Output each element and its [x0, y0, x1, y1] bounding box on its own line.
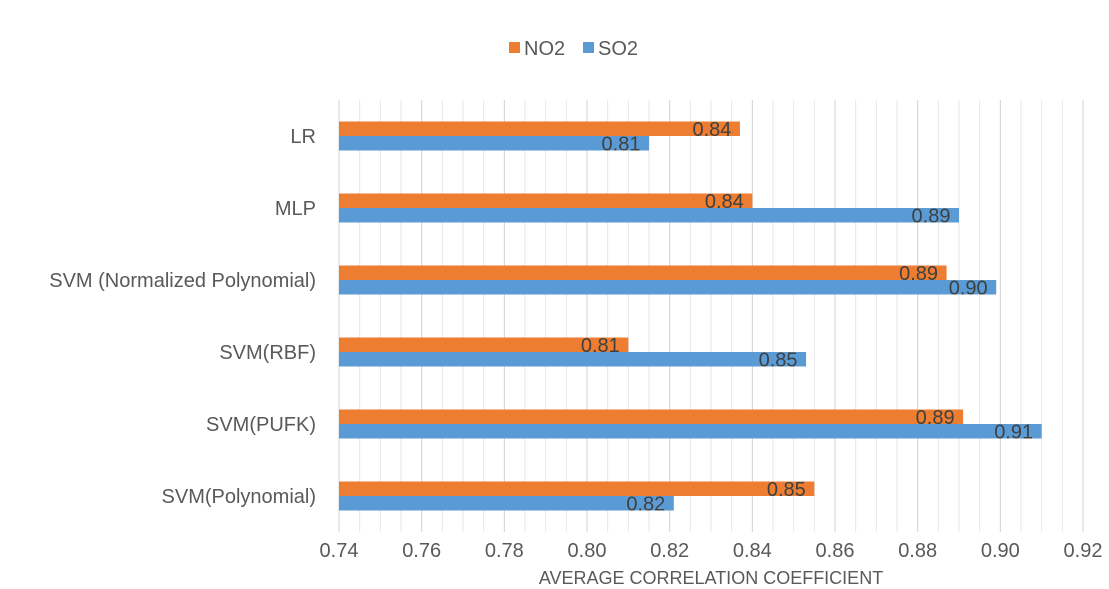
- category-label: LR: [290, 126, 316, 148]
- data-label: 0.85: [759, 349, 798, 371]
- data-labels: 0.84 0.81 0.84 0.89 0.89 0.90 0.81 0.85 0.89 0.91…: [581, 119, 1033, 516]
- bar-no2: [339, 265, 947, 280]
- bar-no2: [339, 337, 629, 352]
- bar-no2: [339, 481, 815, 496]
- data-label: 0.90: [949, 277, 988, 299]
- data-label: 0.91: [994, 421, 1033, 443]
- bar-no2: [339, 121, 740, 136]
- category-label: SVM(Polynomial): [162, 486, 316, 508]
- legend: NO2 SO2: [509, 38, 638, 60]
- legend-swatch: [583, 42, 594, 53]
- x-tick-label: 0.90: [981, 540, 1020, 562]
- x-tick-label: 0.80: [568, 540, 607, 562]
- bar-so2: [339, 424, 1042, 439]
- category-labels: LR MLP SVM (Normalized Polynomial) SVM(RBF)…: [49, 126, 316, 508]
- data-label: 0.84: [705, 191, 744, 213]
- category-label: SVM(RBF): [219, 342, 316, 364]
- gridlines: [338, 100, 1084, 532]
- data-label: 0.82: [626, 493, 665, 515]
- data-label: 0.84: [692, 119, 731, 141]
- data-label: 0.89: [912, 205, 951, 227]
- bars: [339, 121, 1042, 511]
- x-tick-label: 0.74: [320, 540, 359, 562]
- x-tick-label: 0.84: [733, 540, 772, 562]
- category-label: SVM(PUFK): [206, 414, 316, 436]
- x-tick-label: 0.76: [402, 540, 441, 562]
- bar-so2: [339, 208, 959, 223]
- x-tick-label: 0.82: [650, 540, 689, 562]
- bar-so2: [339, 352, 807, 367]
- bar-so2: [339, 496, 674, 511]
- legend-label: SO2: [598, 38, 638, 60]
- legend-swatch: [509, 42, 520, 53]
- data-label: 0.89: [916, 407, 955, 429]
- legend-label: NO2: [524, 38, 565, 60]
- x-tick-label: 0.86: [816, 540, 855, 562]
- x-tick-label: 0.88: [898, 540, 937, 562]
- category-label: MLP: [275, 198, 316, 220]
- bar-no2: [339, 193, 753, 208]
- bar-so2: [339, 280, 997, 295]
- data-label: 0.81: [581, 335, 620, 357]
- x-tick-label: 0.78: [485, 540, 524, 562]
- data-label: 0.89: [899, 263, 938, 285]
- x-axis-ticks: 0.74 0.76 0.78 0.80 0.82 0.84 0.86 0.88 0.90 0.92: [320, 540, 1103, 562]
- x-tick-label: 0.92: [1064, 540, 1103, 562]
- bar-so2: [339, 136, 649, 151]
- data-label: 0.85: [767, 479, 806, 501]
- category-label: SVM (Normalized Polynomial): [49, 270, 316, 292]
- data-label: 0.81: [602, 133, 641, 155]
- x-axis-title: AVERAGE CORRELATION COEFFICIENT: [539, 568, 883, 588]
- bar-no2: [339, 409, 964, 424]
